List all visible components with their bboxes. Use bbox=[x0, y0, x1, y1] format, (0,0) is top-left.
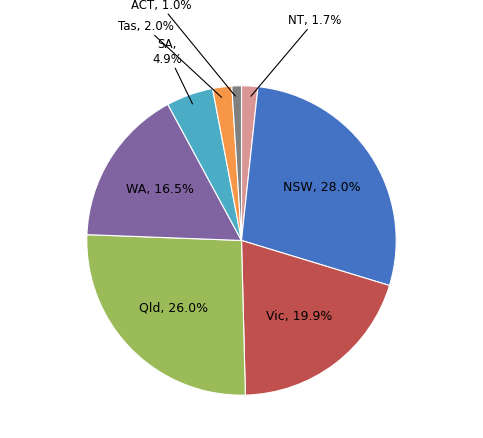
Wedge shape bbox=[87, 235, 245, 395]
Wedge shape bbox=[242, 87, 396, 286]
Wedge shape bbox=[168, 88, 242, 240]
Wedge shape bbox=[232, 86, 242, 240]
Text: ACT, 1.0%: ACT, 1.0% bbox=[131, 0, 235, 96]
Wedge shape bbox=[213, 86, 242, 240]
Wedge shape bbox=[242, 240, 389, 395]
Text: NSW, 28.0%: NSW, 28.0% bbox=[283, 181, 360, 194]
Wedge shape bbox=[87, 104, 242, 240]
Text: Vic, 19.9%: Vic, 19.9% bbox=[267, 310, 333, 323]
Text: NT, 1.7%: NT, 1.7% bbox=[251, 14, 341, 96]
Text: Tas, 2.0%: Tas, 2.0% bbox=[118, 21, 222, 97]
Text: Qld, 26.0%: Qld, 26.0% bbox=[139, 301, 208, 314]
Text: SA,
4.9%: SA, 4.9% bbox=[152, 38, 193, 104]
Text: WA, 16.5%: WA, 16.5% bbox=[126, 184, 194, 196]
Wedge shape bbox=[242, 86, 258, 240]
